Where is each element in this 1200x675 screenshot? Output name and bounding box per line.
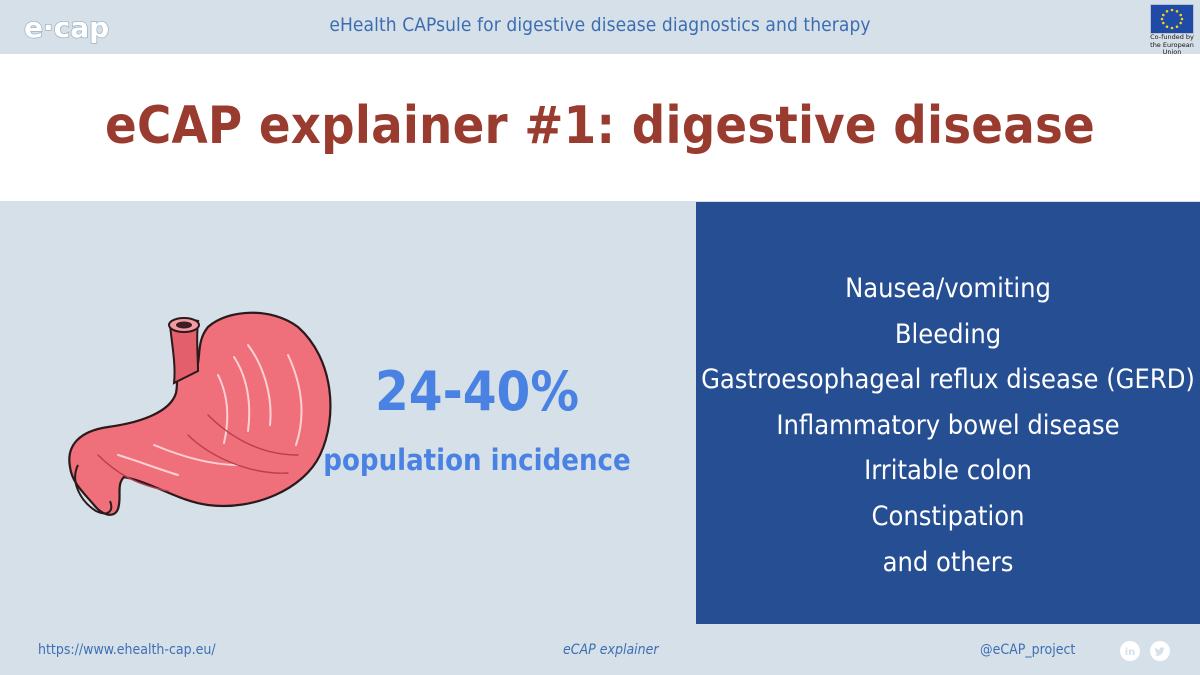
condition-item: Constipation <box>871 500 1025 532</box>
conditions-panel: Nausea/vomiting Bleeding Gastroesophagea… <box>696 202 1200 624</box>
eu-flag-icon <box>1150 4 1194 34</box>
incidence-label: population incidence <box>323 443 631 477</box>
svg-text:e·cap: e·cap <box>24 11 109 44</box>
footer: https://www.ehealth-cap.eu/ eCAP explain… <box>0 636 1200 666</box>
twitter-icon[interactable] <box>1150 641 1170 661</box>
ecap-logo[interactable]: e·cap <box>22 10 110 46</box>
header-tagline: eHealth CAPsule for digestive disease di… <box>329 14 871 36</box>
condition-item: Gastroesophageal reflux disease (GERD) <box>701 364 1195 396</box>
incidence-value: 24-40% <box>374 360 580 423</box>
header-bar: e·cap eHealth CAPsule for digestive dise… <box>0 0 1200 56</box>
eu-badge-text: Co-funded by the European Union <box>1150 33 1194 56</box>
linkedin-icon[interactable]: in <box>1120 641 1140 661</box>
condition-item: Inflammatory bowel disease <box>776 409 1120 441</box>
title-band: eCAP explainer #1: digestive disease <box>0 54 1200 201</box>
condition-item: Bleeding <box>894 318 1002 350</box>
stomach-illustration <box>68 311 332 516</box>
condition-item: and others <box>882 546 1014 578</box>
condition-item: Nausea/vomiting <box>845 273 1051 304</box>
eu-badge: Co-funded by the European Union <box>1148 4 1194 56</box>
series-label: eCAP explainer <box>563 642 659 658</box>
conditions-list: Nausea/vomiting Bleeding Gastroesophagea… <box>696 266 1200 585</box>
page-title: eCAP explainer #1: digestive disease <box>105 96 1095 156</box>
condition-item: Irritable colon <box>864 455 1032 487</box>
social-handle[interactable]: @eCAP_project <box>980 642 1076 658</box>
website-link[interactable]: https://www.ehealth-cap.eu/ <box>38 642 216 658</box>
svg-text:in: in <box>1125 647 1136 658</box>
